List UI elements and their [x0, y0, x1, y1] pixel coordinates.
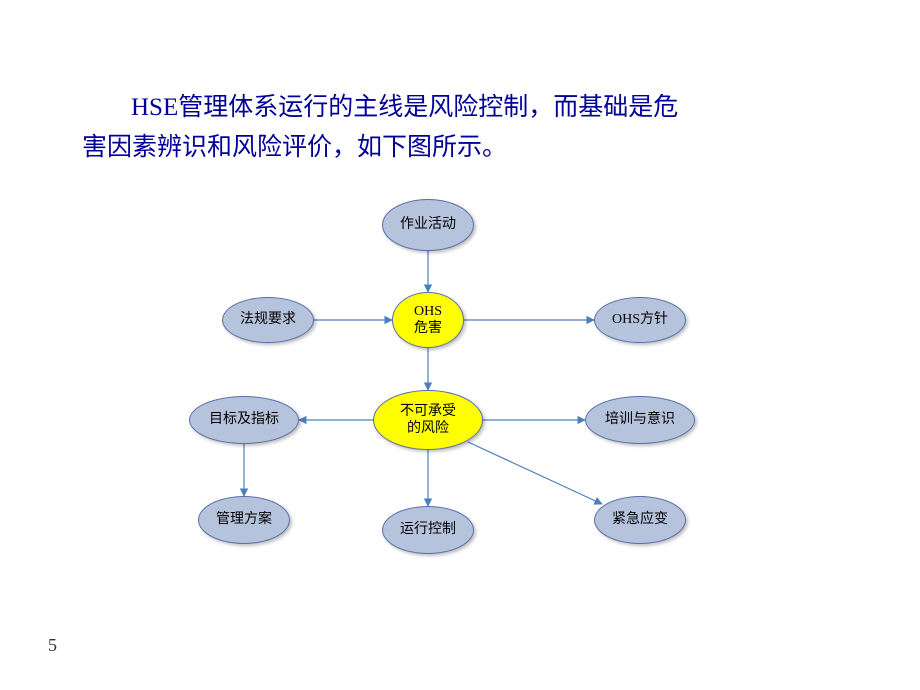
hse-risk-diagram: 作业活动法规要求 OHS 危害 OHS方针目标及指标 不可承受的风险 培训与意识管理方案运… [0, 180, 920, 600]
node-risk-label: 的风险 [407, 421, 449, 436]
node-ohs_hazard: OHS 危害 [392, 292, 464, 348]
node-ohs_policy: OHS方针 [594, 297, 686, 343]
node-activity-label: 作业活动 [400, 216, 456, 234]
node-ohs_hazard-label: OHS [414, 304, 442, 319]
node-risk-label: 不可承受 [400, 404, 456, 419]
node-risk: 不可承受的风险 [373, 390, 483, 450]
node-ohs_hazard-label: 危害 [414, 321, 442, 336]
node-plan: 管理方案 [198, 496, 290, 544]
node-plan-label: 管理方案 [216, 511, 272, 529]
node-ohs_policy-label: OHS方针 [612, 311, 668, 329]
node-opcontrol: 运行控制 [382, 506, 474, 554]
node-training-label: 培训与意识 [605, 411, 675, 429]
node-opcontrol-label: 运行控制 [400, 521, 456, 539]
node-targets-label: 目标及指标 [209, 411, 279, 429]
edge-risk-emergency [468, 442, 602, 504]
node-regulation-label: 法规要求 [240, 311, 296, 329]
node-activity: 作业活动 [382, 199, 474, 251]
node-emergency: 紧急应变 [594, 496, 686, 544]
node-emergency-label: 紧急应变 [612, 511, 668, 529]
node-regulation: 法规要求 [222, 297, 314, 343]
heading-line-2: 害因素辨识和风险评价，如下图所示。 [82, 128, 507, 168]
node-targets: 目标及指标 [189, 396, 299, 444]
page-number: 5 [48, 635, 57, 656]
heading-line-1: HSE管理体系运行的主线是风险控制，而基础是危 [131, 88, 678, 128]
node-training: 培训与意识 [585, 396, 695, 444]
